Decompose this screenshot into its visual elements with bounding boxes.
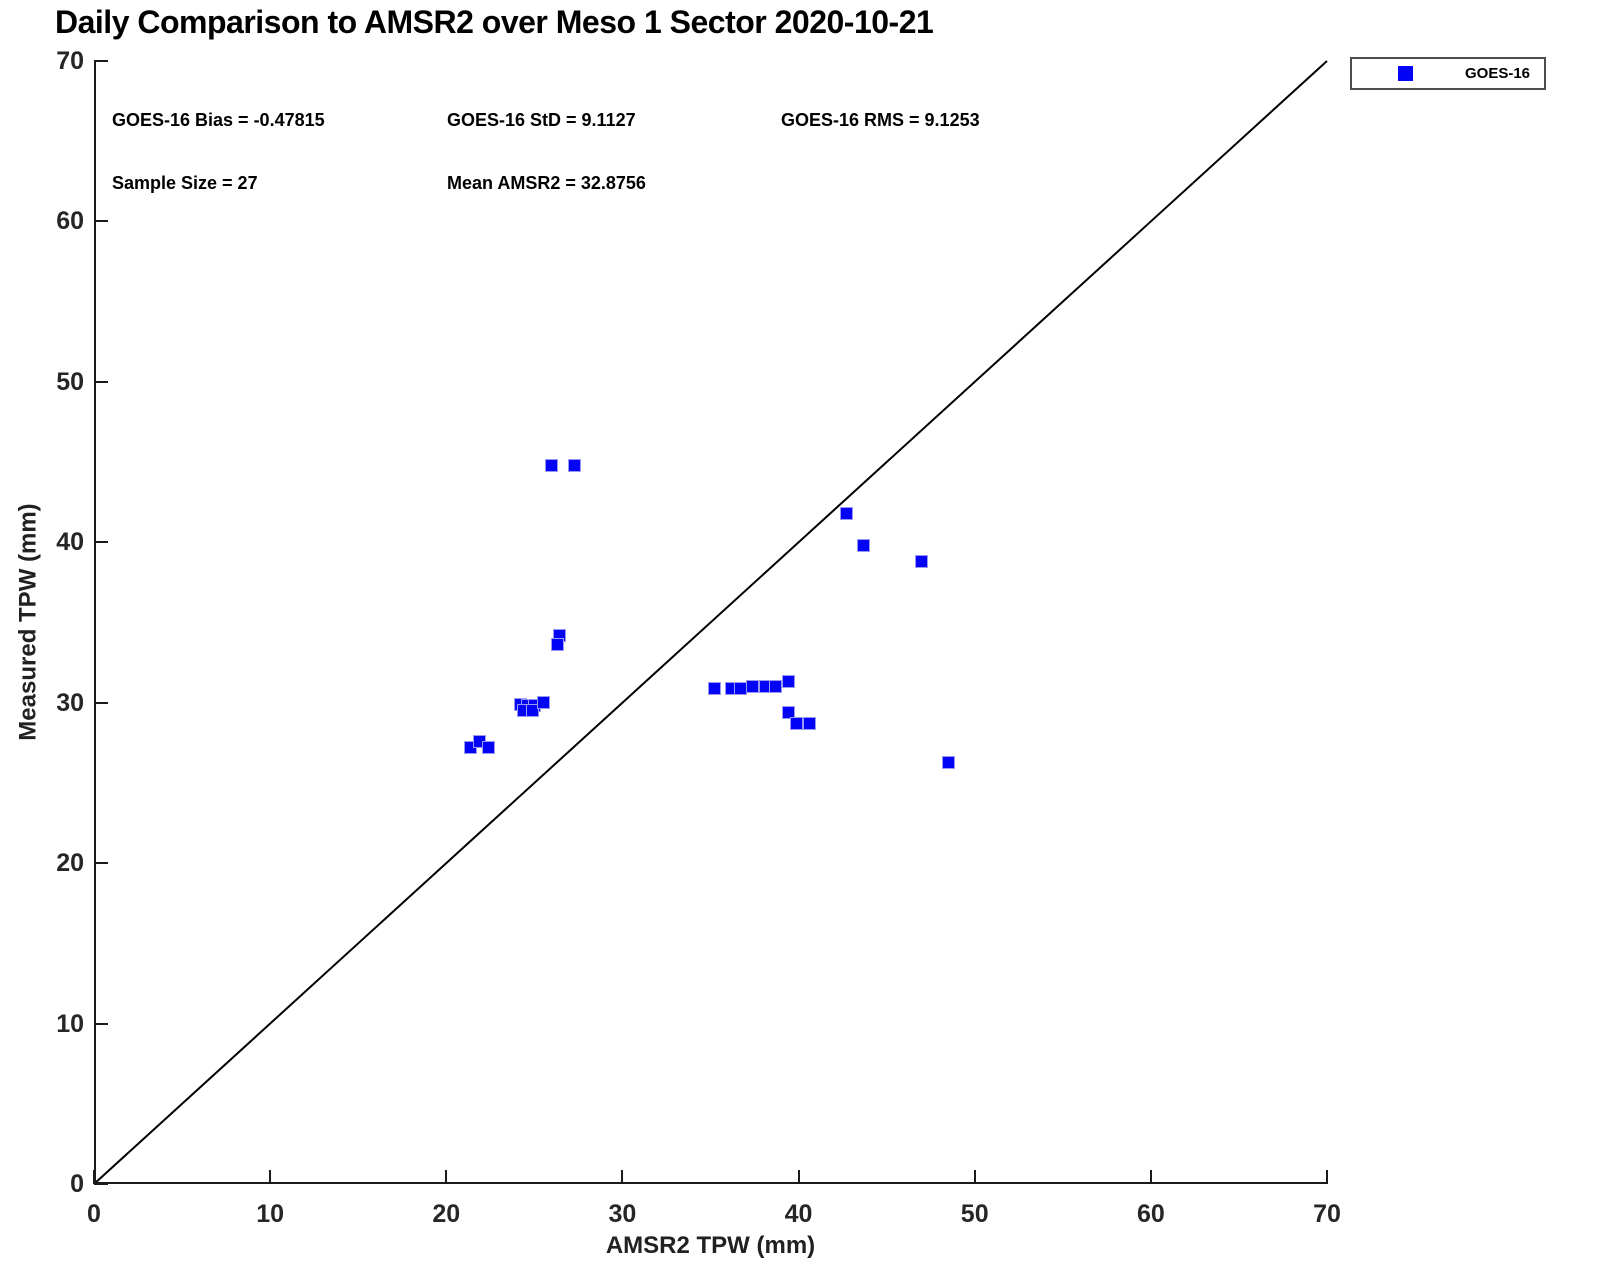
x-tick	[269, 1170, 272, 1184]
y-tick-label: 70	[56, 47, 84, 75]
x-axis	[94, 1182, 1327, 1184]
x-tick-label: 70	[1313, 1200, 1341, 1228]
scatter-point	[536, 696, 550, 710]
x-axis-label: AMSR2 TPW (mm)	[605, 1232, 816, 1259]
x-tick	[93, 1170, 95, 1184]
identity-line	[93, 60, 1328, 1185]
y-tick-label: 40	[56, 528, 84, 557]
x-tick-label: 40	[784, 1200, 813, 1228]
scatter-point	[790, 717, 804, 731]
scatter-point	[550, 638, 564, 652]
y-tick	[94, 220, 108, 223]
x-tick-label: 10	[256, 1200, 285, 1228]
scatter-point	[857, 538, 871, 552]
y-axis	[94, 61, 96, 1184]
y-tick-label: 10	[56, 1009, 84, 1038]
legend-label: GOES-16	[1465, 65, 1531, 82]
x-tick-label: 50	[960, 1200, 989, 1228]
scatter-point	[781, 705, 795, 719]
x-tick	[797, 1170, 800, 1184]
scatter-point	[941, 755, 955, 769]
stat-std: GOES-16 StD = 9.1127	[447, 110, 636, 130]
y-tick-label: 50	[56, 367, 84, 396]
stat-sample-size: Sample Size = 27	[112, 173, 258, 193]
scatter-point	[746, 680, 760, 694]
scatter-point	[769, 680, 783, 694]
scatter-point	[733, 681, 747, 695]
y-tick-label: 20	[56, 849, 84, 878]
scatter-point	[568, 458, 582, 472]
scatter-point	[545, 458, 559, 472]
scatter-point	[526, 704, 540, 718]
y-tick	[94, 60, 108, 62]
y-tick-label: 30	[56, 688, 84, 717]
y-tick	[94, 380, 108, 383]
x-tick-label: 0	[87, 1200, 101, 1228]
x-tick	[1326, 1170, 1328, 1184]
y-tick	[94, 1183, 108, 1185]
scatter-point	[839, 506, 853, 520]
scatter-point	[707, 681, 721, 695]
y-axis-label: Measured TPW (mm)	[14, 503, 42, 741]
chart-title: Daily Comparison to AMSR2 over Meso 1 Se…	[55, 4, 934, 40]
x-tick	[973, 1170, 976, 1184]
scatter-point	[915, 555, 929, 569]
y-tick	[94, 701, 108, 704]
scatter-point	[802, 717, 816, 731]
x-tick	[445, 1170, 448, 1184]
stat-mean-amsr2: Mean AMSR2 = 32.8756	[447, 173, 646, 193]
stat-bias: GOES-16 Bias = -0.47815	[112, 110, 325, 130]
identity-line-svg	[93, 60, 1328, 1185]
y-tick	[94, 1022, 108, 1025]
plot-area: 0 10 20 30 40 50 60 70 0 10 20 30 40 50 60 70	[56, 47, 1341, 1228]
x-tick	[1149, 1170, 1152, 1184]
stat-rms: GOES-16 RMS = 9.1253	[781, 110, 980, 130]
y-tick	[94, 541, 108, 544]
x-tick-label: 30	[608, 1200, 637, 1228]
y-tick-label: 0	[70, 1170, 84, 1198]
y-tick	[94, 862, 108, 865]
legend-marker-square-icon	[1398, 66, 1413, 81]
x-tick-label: 20	[432, 1200, 461, 1228]
x-tick	[621, 1170, 624, 1184]
y-tick-label: 60	[56, 207, 84, 236]
scatter-point	[781, 675, 795, 689]
x-tick-label: 60	[1136, 1200, 1165, 1228]
legend: GOES-16	[1350, 57, 1546, 90]
scatter-point	[482, 741, 496, 755]
